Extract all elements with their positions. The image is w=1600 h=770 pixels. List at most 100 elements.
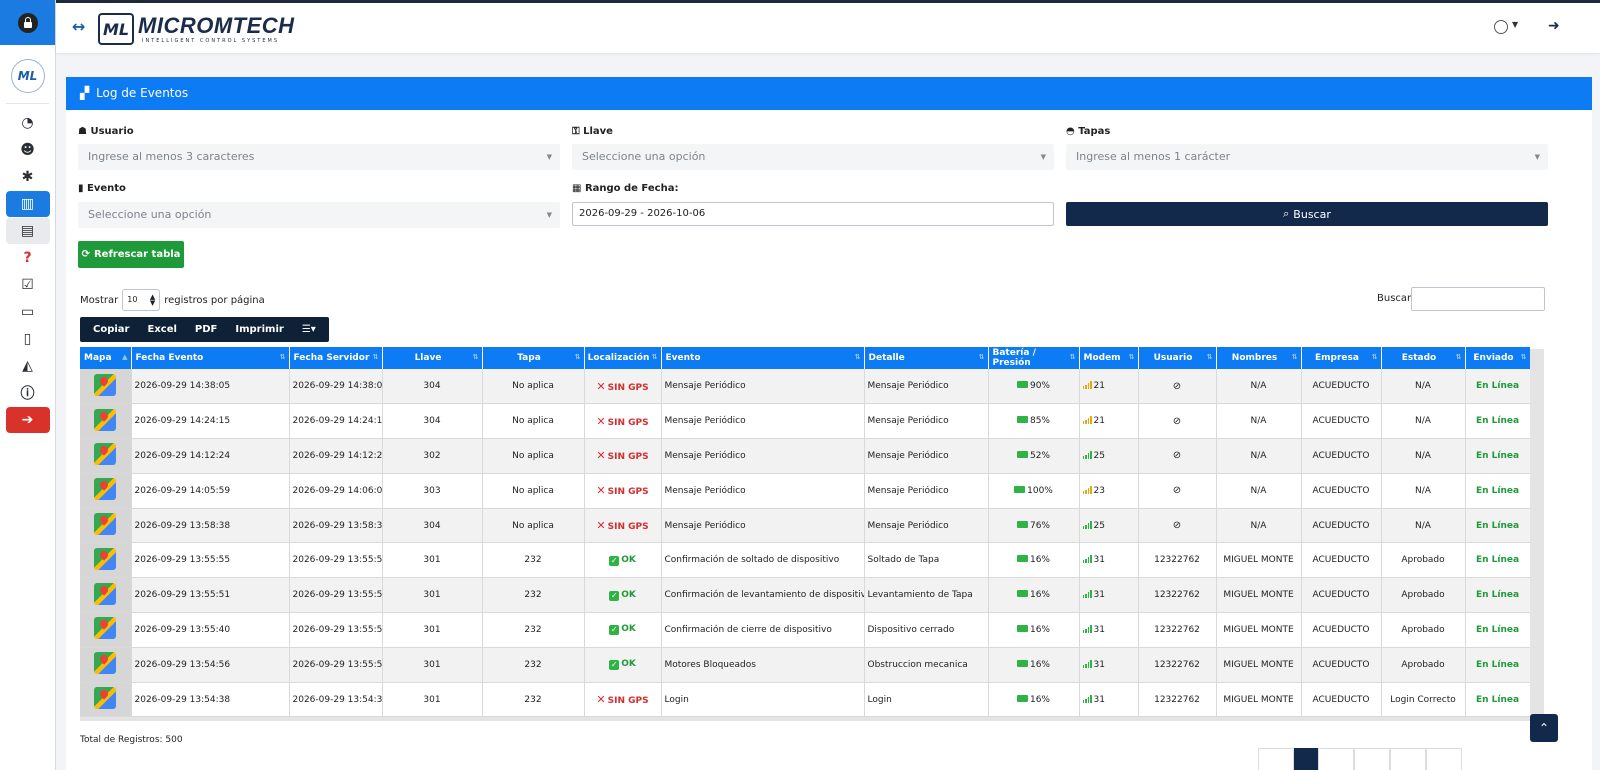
bateria-cell: 100% <box>988 473 1080 509</box>
language-icon[interactable] <box>1494 20 1508 34</box>
lock-icon[interactable] <box>17 12 38 33</box>
check-list-icon[interactable]: ☑ <box>21 277 34 293</box>
detalle-cell: Mensaje Periódico <box>864 369 989 405</box>
column-header[interactable]: Empresa ⇅ <box>1301 347 1382 369</box>
table-row[interactable]: 2026-09-29 14:12:24 2026-09-29 14:12:27 30… <box>80 438 1531 474</box>
pagination-page-active[interactable] <box>1294 748 1318 770</box>
google-maps-icon[interactable] <box>94 513 117 536</box>
llave-cell: 301 <box>382 682 483 718</box>
table-search-label: Buscar <box>1377 293 1412 304</box>
chevron-down-icon[interactable]: ▼ <box>1512 20 1519 29</box>
evento-cell: Mensaje Periódico <box>661 508 865 544</box>
sidebar-toggle-icon[interactable]: ↔ <box>72 17 86 36</box>
column-header[interactable]: Modem ⇅ <box>1079 347 1139 369</box>
refresh-table-button[interactable]: ⟳ Refrescar tabla <box>78 241 184 268</box>
clipboard-icon[interactable]: ▤ <box>5 218 50 244</box>
info-icon[interactable]: ⓘ <box>20 386 35 402</box>
brand-name: MICROMTECH <box>138 13 295 38</box>
table-row[interactable]: 2026-09-29 14:05:59 2026-09-29 14:06:02 30… <box>80 473 1531 509</box>
column-header[interactable]: Llave ⇅ <box>382 347 483 369</box>
column-header[interactable]: Batería / Presión ⇅ <box>988 347 1080 369</box>
sort-icon: ⇅ <box>978 353 985 361</box>
empresa-cell: ACUEDUCTO <box>1301 369 1382 405</box>
table-row[interactable]: 2026-09-29 14:38:05 2026-09-29 14:38:07 30… <box>80 369 1531 405</box>
battery-icon <box>1016 381 1028 389</box>
google-maps-icon[interactable] <box>94 408 117 431</box>
table-row[interactable]: 2026-09-29 13:54:38 2026-09-29 13:54:39 30… <box>80 682 1531 718</box>
table-row[interactable]: 2026-09-29 14:24:15 2026-09-29 14:24:17 30… <box>80 403 1531 440</box>
table-row[interactable]: 2026-09-29 13:55:55 2026-09-29 13:55:58 30… <box>80 542 1531 579</box>
page-length-select[interactable]: 10 ▲ ▼ <box>122 289 161 311</box>
evento-cell: Mensaje Periódico <box>661 473 865 509</box>
google-maps-icon[interactable] <box>94 478 117 501</box>
table-row[interactable]: 2026-09-29 13:58:38 2026-09-29 13:58:39 30… <box>80 508 1531 544</box>
google-maps-icon[interactable] <box>94 547 117 570</box>
document-icon[interactable]: ▯ <box>23 331 32 347</box>
table-row[interactable]: 2026-09-29 13:55:51 2026-09-29 13:55:58 30… <box>80 577 1531 614</box>
table-row[interactable]: 2026-09-29 13:55:40 2026-09-29 13:55:58 30… <box>80 612 1531 648</box>
event-log-panel: ▞ Log de Eventos ☗ Usuario Ingrese al me… <box>66 77 1592 770</box>
tapas-select[interactable]: Ingrese al menos 1 carácter ▼ <box>1066 144 1548 170</box>
users-icon[interactable]: ☻ <box>20 142 35 158</box>
excel-button[interactable]: Excel <box>147 324 177 335</box>
scroll-to-top-button[interactable]: ⌃ <box>1530 714 1558 742</box>
pagination-page[interactable] <box>1354 748 1390 770</box>
pagination-next[interactable] <box>1426 748 1462 770</box>
usuario-cell: 12322762 <box>1138 647 1217 683</box>
evento-cell: Confirmación de soltado de dispositivo <box>661 542 865 579</box>
llave-cell: 301 <box>382 647 483 683</box>
print-button[interactable]: Imprimir <box>235 324 284 335</box>
column-header[interactable]: Enviado ⇅ <box>1465 347 1531 369</box>
nombres-cell: MIGUEL MONTE <box>1216 682 1302 718</box>
total-records: Total de Registros: 500 <box>80 735 183 745</box>
sort-icon: ⇅ <box>1371 353 1378 361</box>
signal-icon <box>1082 624 1092 633</box>
column-header[interactable]: Fecha Evento ⇅ <box>131 347 290 369</box>
pagination-page[interactable] <box>1318 748 1354 770</box>
estado-cell: Aprobado <box>1381 542 1466 579</box>
logout-icon[interactable]: ➔ <box>5 407 50 433</box>
column-header[interactable]: Nombres ⇅ <box>1216 347 1302 369</box>
llave-cell: 301 <box>382 612 483 648</box>
google-maps-icon[interactable] <box>94 373 117 396</box>
page-title: Log de Eventos <box>96 86 189 100</box>
table-search-input[interactable] <box>1411 287 1545 311</box>
column-header[interactable]: Localización ⇅ <box>584 347 662 369</box>
estado-cell: Login Correcto <box>1381 682 1466 718</box>
help-icon[interactable]: ? <box>23 250 32 266</box>
id-card-icon[interactable]: ▭ <box>20 304 35 320</box>
pagination-page[interactable] <box>1390 748 1426 770</box>
map-icon[interactable]: ◭ <box>22 358 33 374</box>
horizontal-scrollbar[interactable] <box>80 717 1546 721</box>
vertical-scrollbar[interactable] <box>1530 349 1544 719</box>
gear-icon[interactable]: ✱ <box>21 169 34 185</box>
chart-icon[interactable]: ▥ <box>5 191 50 217</box>
column-header[interactable]: Mapa ▲ <box>80 347 132 369</box>
column-header[interactable]: Usuario ⇅ <box>1138 347 1217 369</box>
google-maps-icon[interactable] <box>94 443 117 466</box>
dashboard-icon[interactable]: ◔ <box>21 115 34 131</box>
table-row[interactable]: 2026-09-29 13:54:56 2026-09-29 13:55:58 30… <box>80 647 1531 683</box>
column-visibility-button[interactable]: ☰▾ <box>301 324 316 335</box>
map-cell <box>80 369 132 405</box>
buscar-button[interactable]: ⌕ Buscar <box>1066 202 1548 226</box>
usuario-select[interactable]: Ingrese al menos 3 caracteres ▼ <box>78 144 560 170</box>
column-header[interactable]: Tapa ⇅ <box>482 347 585 369</box>
google-maps-icon[interactable] <box>94 652 117 675</box>
estado-cell: N/A <box>1381 369 1466 405</box>
google-maps-icon[interactable] <box>94 582 117 605</box>
llave-select[interactable]: Seleccione una opción ▼ <box>572 144 1054 170</box>
column-header[interactable]: Evento ⇅ <box>661 347 865 369</box>
evento-select[interactable]: Seleccione una opción ▼ <box>78 202 560 228</box>
pagination-previous[interactable] <box>1258 748 1294 770</box>
google-maps-icon[interactable] <box>94 617 117 640</box>
sign-out-icon[interactable]: ➜ <box>1548 18 1560 34</box>
column-header[interactable]: Estado ⇅ <box>1381 347 1466 369</box>
pdf-button[interactable]: PDF <box>194 324 218 335</box>
copy-button[interactable]: Copiar <box>93 324 130 335</box>
column-header[interactable]: Fecha Servidor ⇅ <box>289 347 383 369</box>
user-slash-icon: ⊘ <box>1172 380 1182 392</box>
google-maps-icon[interactable] <box>94 687 117 710</box>
date-range-input[interactable]: 2026-09-29 - 2026-10-06 <box>572 202 1054 226</box>
column-header[interactable]: Detalle ⇅ <box>864 347 989 369</box>
